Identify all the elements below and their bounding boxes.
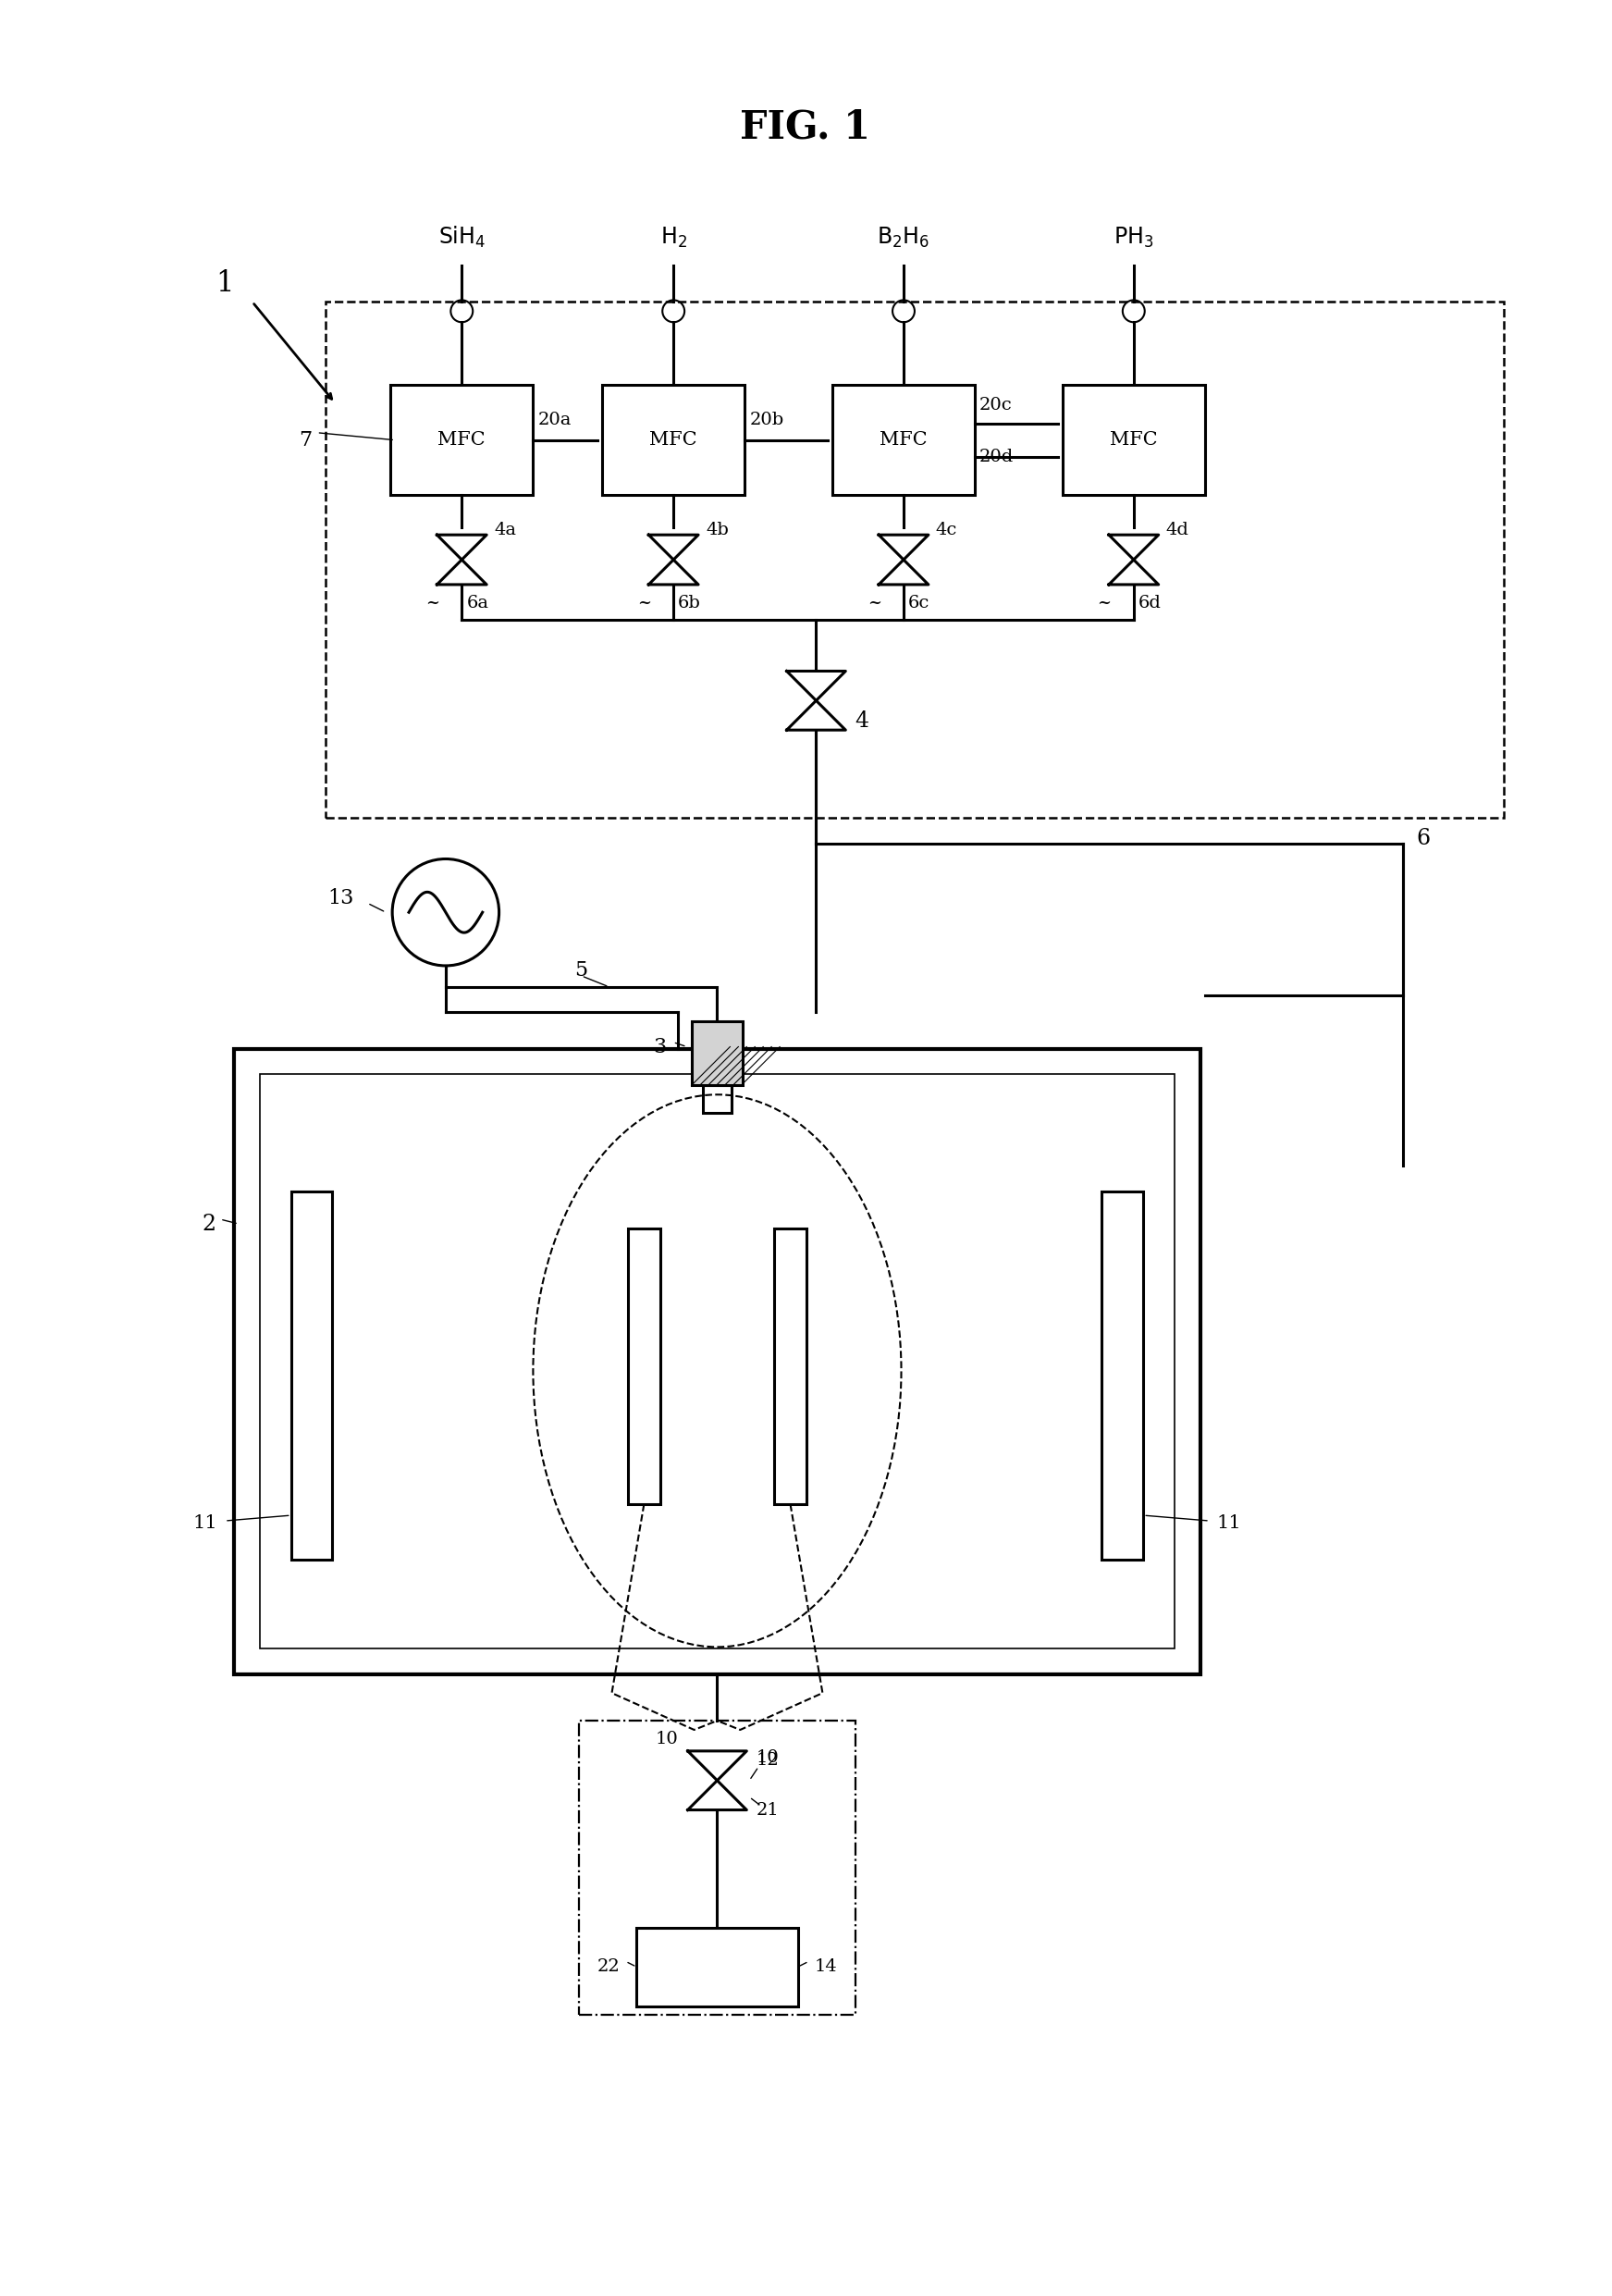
Polygon shape xyxy=(648,535,698,560)
FancyBboxPatch shape xyxy=(832,386,975,496)
Text: 6d: 6d xyxy=(1138,595,1161,611)
Text: 21: 21 xyxy=(756,1802,779,1818)
Text: ~: ~ xyxy=(426,595,438,611)
FancyBboxPatch shape xyxy=(326,303,1504,817)
Text: 4c: 4c xyxy=(937,521,958,540)
Polygon shape xyxy=(688,1779,746,1809)
Text: 6c: 6c xyxy=(908,595,930,611)
Text: ~: ~ xyxy=(1098,595,1111,611)
Text: $\mathrm{B_2H_6}$: $\mathrm{B_2H_6}$ xyxy=(877,225,930,250)
FancyBboxPatch shape xyxy=(1103,1192,1143,1559)
Text: ~: ~ xyxy=(867,595,882,611)
FancyBboxPatch shape xyxy=(234,1049,1201,1674)
FancyBboxPatch shape xyxy=(1062,386,1206,496)
Text: 4d: 4d xyxy=(1165,521,1190,540)
Text: 4a: 4a xyxy=(493,521,516,540)
Polygon shape xyxy=(787,670,846,700)
Text: 22: 22 xyxy=(596,1958,621,1975)
Text: 11: 11 xyxy=(1217,1513,1241,1531)
Text: FIG. 1: FIG. 1 xyxy=(740,108,870,147)
FancyBboxPatch shape xyxy=(774,1228,806,1504)
FancyBboxPatch shape xyxy=(692,1022,743,1086)
Text: 2: 2 xyxy=(202,1212,216,1235)
Text: 4: 4 xyxy=(854,709,869,732)
Text: 7: 7 xyxy=(300,429,313,450)
Text: MFC: MFC xyxy=(880,432,927,448)
Text: 13: 13 xyxy=(327,889,353,909)
Text: 14: 14 xyxy=(814,1958,837,1975)
Text: 1: 1 xyxy=(216,269,234,298)
Text: MFC: MFC xyxy=(1109,432,1157,448)
Polygon shape xyxy=(437,560,487,585)
Text: ~: ~ xyxy=(637,595,651,611)
Polygon shape xyxy=(787,700,846,730)
Polygon shape xyxy=(437,535,487,560)
Text: 6a: 6a xyxy=(466,595,488,611)
Polygon shape xyxy=(1109,535,1159,560)
Text: 20b: 20b xyxy=(750,411,783,427)
Text: 6: 6 xyxy=(1417,829,1431,850)
FancyBboxPatch shape xyxy=(703,1086,732,1114)
Text: 11: 11 xyxy=(193,1513,218,1531)
Text: 10: 10 xyxy=(756,1750,779,1766)
Text: 3: 3 xyxy=(653,1035,666,1056)
Text: 10: 10 xyxy=(654,1731,679,1747)
Text: $\mathrm{SiH_4}$: $\mathrm{SiH_4}$ xyxy=(438,225,485,250)
Polygon shape xyxy=(879,535,929,560)
Polygon shape xyxy=(879,560,929,585)
Text: MFC: MFC xyxy=(650,432,698,448)
Text: 20d: 20d xyxy=(980,448,1014,464)
FancyBboxPatch shape xyxy=(603,386,745,496)
Text: 20a: 20a xyxy=(538,411,571,427)
FancyBboxPatch shape xyxy=(629,1228,659,1504)
FancyBboxPatch shape xyxy=(260,1075,1175,1649)
Text: 6b: 6b xyxy=(679,595,701,611)
Text: 12: 12 xyxy=(756,1752,779,1768)
Text: MFC: MFC xyxy=(438,432,485,448)
Polygon shape xyxy=(648,560,698,585)
FancyBboxPatch shape xyxy=(292,1192,332,1559)
Text: $\mathrm{PH_3}$: $\mathrm{PH_3}$ xyxy=(1114,225,1154,250)
Text: 5: 5 xyxy=(575,960,588,980)
Text: $\mathrm{H_2}$: $\mathrm{H_2}$ xyxy=(659,225,687,250)
Polygon shape xyxy=(1109,560,1159,585)
Text: 20c: 20c xyxy=(980,397,1012,413)
Text: 4b: 4b xyxy=(706,521,729,540)
FancyBboxPatch shape xyxy=(390,386,534,496)
FancyBboxPatch shape xyxy=(637,1929,798,2007)
Polygon shape xyxy=(688,1752,746,1779)
